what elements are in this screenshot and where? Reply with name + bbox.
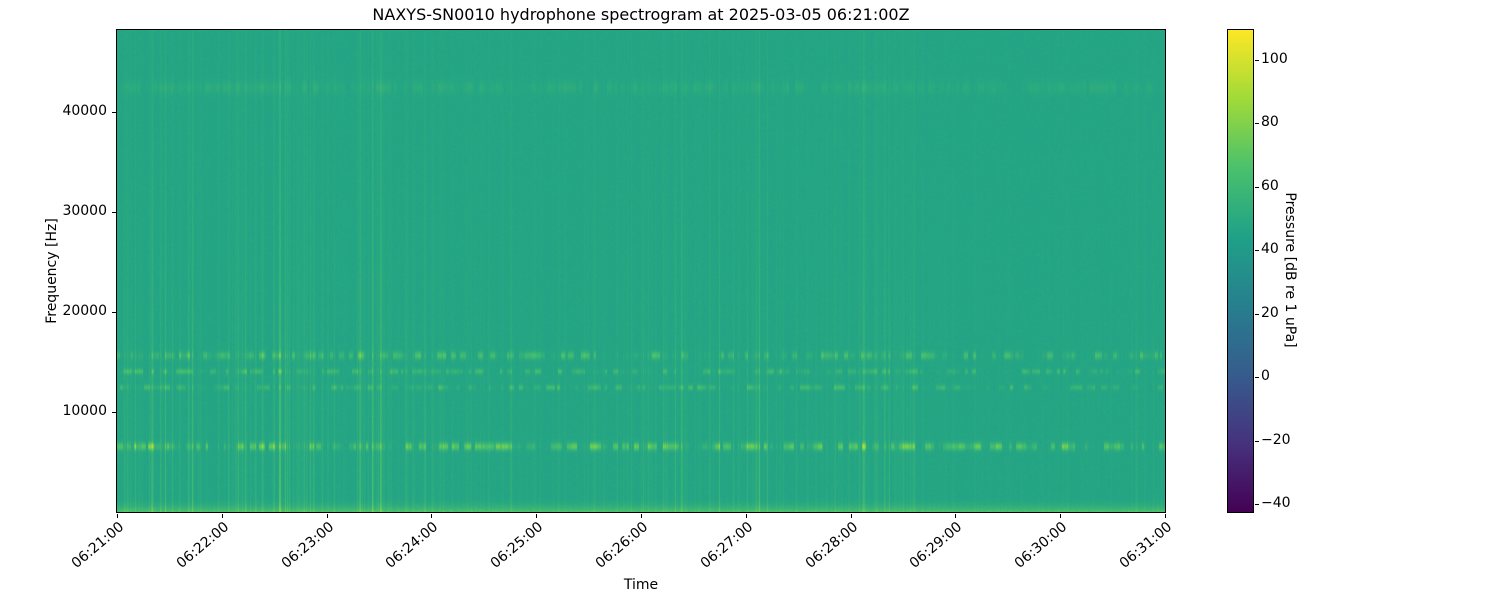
y-tick-mark xyxy=(112,312,116,313)
x-tick-label: 06:29:00 xyxy=(906,519,966,572)
x-tick-label: 06:27:00 xyxy=(697,519,757,572)
colorbar-tick-mark xyxy=(1255,314,1259,315)
colorbar-tick-label: −40 xyxy=(1261,495,1291,511)
x-tick-label: 06:26:00 xyxy=(592,519,652,572)
x-tick-mark xyxy=(536,514,537,518)
x-tick-label: 06:21:00 xyxy=(68,519,128,572)
colorbar-tick-mark xyxy=(1255,441,1259,442)
y-axis-title: Frequency [Hz] xyxy=(44,218,60,324)
colorbar-tick-label: −20 xyxy=(1261,432,1291,448)
plot-frame xyxy=(116,29,1166,513)
x-tick-mark xyxy=(1060,514,1061,518)
x-tick-mark xyxy=(851,514,852,518)
y-tick-mark xyxy=(112,112,116,113)
x-tick-mark xyxy=(746,514,747,518)
colorbar-tick-mark xyxy=(1255,377,1259,378)
y-tick-label: 40000 xyxy=(62,103,107,119)
y-tick-label: 10000 xyxy=(62,403,107,419)
x-tick-label: 06:25:00 xyxy=(487,519,547,572)
spectrogram-heatmap xyxy=(117,30,1165,512)
y-tick-label: 20000 xyxy=(62,303,107,319)
colorbar-tick-mark xyxy=(1255,60,1259,61)
x-tick-label: 06:28:00 xyxy=(802,519,862,572)
x-tick-mark xyxy=(222,514,223,518)
plot-title: NAXYS-SN0010 hydrophone spectrogram at 2… xyxy=(372,5,910,24)
colorbar-tick-mark xyxy=(1255,504,1259,505)
y-tick-mark xyxy=(112,212,116,213)
colorbar-frame xyxy=(1227,29,1254,513)
colorbar-tick-mark xyxy=(1255,187,1259,188)
x-tick-mark xyxy=(117,514,118,518)
colorbar-tick-label: 60 xyxy=(1261,178,1279,194)
colorbar-title: Pressure [dB re 1 uPa] xyxy=(1282,192,1298,348)
x-tick-label: 06:30:00 xyxy=(1011,519,1071,572)
x-tick-mark xyxy=(641,514,642,518)
colorbar-gradient xyxy=(1228,30,1253,512)
x-tick-label: 06:31:00 xyxy=(1116,519,1176,572)
y-tick-label: 30000 xyxy=(62,203,107,219)
x-tick-mark xyxy=(1165,514,1166,518)
colorbar-tick-mark xyxy=(1255,250,1259,251)
colorbar-tick-label: 80 xyxy=(1261,114,1279,130)
colorbar-tick-mark xyxy=(1255,123,1259,124)
colorbar-tick-label: 0 xyxy=(1261,368,1270,384)
x-tick-mark xyxy=(327,514,328,518)
colorbar-tick-label: 100 xyxy=(1261,51,1288,67)
x-tick-label: 06:22:00 xyxy=(173,519,233,572)
colorbar-tick-label: 40 xyxy=(1261,241,1279,257)
x-tick-label: 06:24:00 xyxy=(382,519,442,572)
x-tick-label: 06:23:00 xyxy=(278,519,338,572)
y-tick-mark xyxy=(112,412,116,413)
colorbar-tick-label: 20 xyxy=(1261,305,1279,321)
x-axis-title: Time xyxy=(623,577,659,593)
x-tick-mark xyxy=(955,514,956,518)
x-tick-mark xyxy=(431,514,432,518)
